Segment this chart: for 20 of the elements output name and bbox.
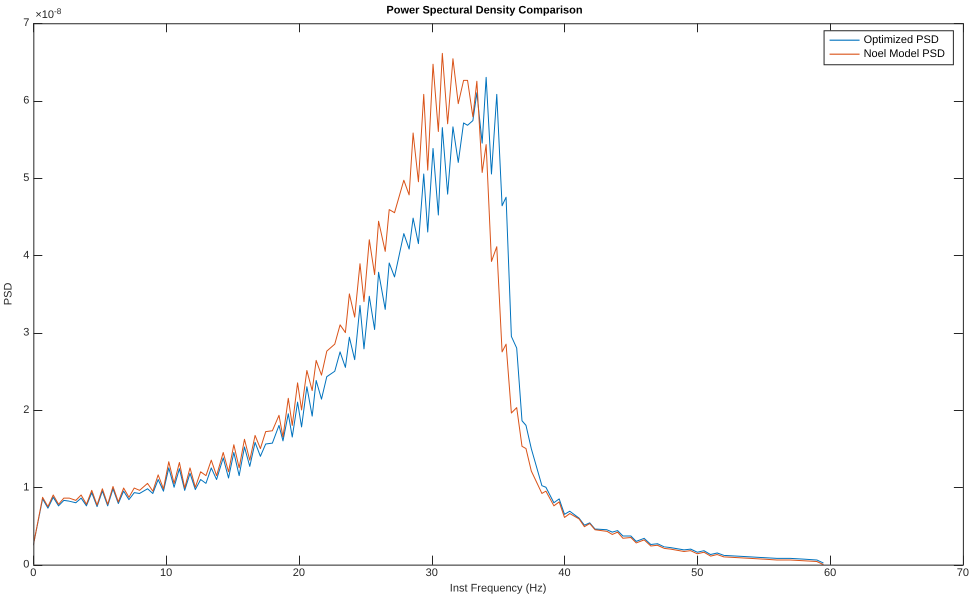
legend-label: Optimized PSD <box>864 34 939 46</box>
x-tick-label: 70 <box>956 567 970 580</box>
x-tick-label: 20 <box>292 567 306 580</box>
y-tick-label: 4 <box>23 249 30 262</box>
x-tick-label: 30 <box>426 567 438 580</box>
y-tick-label: 6 <box>23 94 30 107</box>
y-tick-label: 1 <box>23 481 30 494</box>
y-tick-label: 0 <box>23 558 30 571</box>
y-tick-label: 5 <box>23 172 30 184</box>
x-tick-label: 10 <box>160 567 172 580</box>
legend-label: Noel Model PSD <box>864 48 945 60</box>
y-tick-label: 3 <box>23 326 30 339</box>
x-tick-label: 50 <box>691 567 704 580</box>
chart-title: Power Spectural Density Comparison <box>386 4 583 17</box>
y-axis-title: PSD <box>2 282 15 306</box>
y-tick-label: 2 <box>23 404 30 416</box>
y-tick-label: 7 <box>23 17 30 30</box>
x-tick-label: 60 <box>824 567 836 580</box>
x-axis-title: Inst Frequency (Hz) <box>450 582 546 594</box>
x-tick-label: 40 <box>558 567 571 580</box>
